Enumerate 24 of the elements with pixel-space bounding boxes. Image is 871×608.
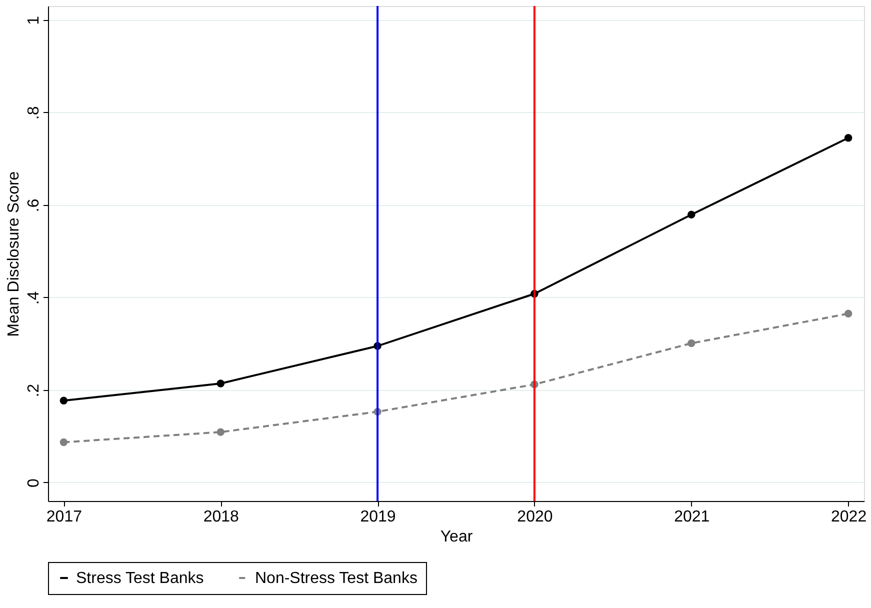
y-tick-label: .2 <box>26 384 42 398</box>
y-tick-label: .4 <box>26 291 42 305</box>
x-tick-label: 2019 <box>360 508 396 526</box>
legend-label: Stress Test Banks <box>76 570 204 587</box>
x-tick-label: 2020 <box>517 508 553 526</box>
x-tick-label: 2022 <box>831 508 867 526</box>
y-tick-label: 1 <box>26 16 42 25</box>
point <box>60 438 68 446</box>
x-tick-label: 2018 <box>203 508 240 526</box>
point <box>688 339 696 348</box>
x-tick-label: 2021 <box>674 508 710 526</box>
legend-label: Non-Stress Test Banks <box>255 570 418 587</box>
point <box>844 134 852 142</box>
point <box>688 210 696 219</box>
point <box>216 380 224 388</box>
x-axis-title: Year <box>440 528 474 546</box>
y-tick-label: .8 <box>26 106 42 120</box>
y-tick-label: .6 <box>26 198 42 212</box>
x-tick-label: 2017 <box>46 508 82 526</box>
y-axis-title: Mean Disclosure Score <box>6 171 22 337</box>
point <box>216 428 224 436</box>
y-tick-label: 0 <box>26 478 42 488</box>
point <box>844 310 852 318</box>
point <box>60 396 68 404</box>
